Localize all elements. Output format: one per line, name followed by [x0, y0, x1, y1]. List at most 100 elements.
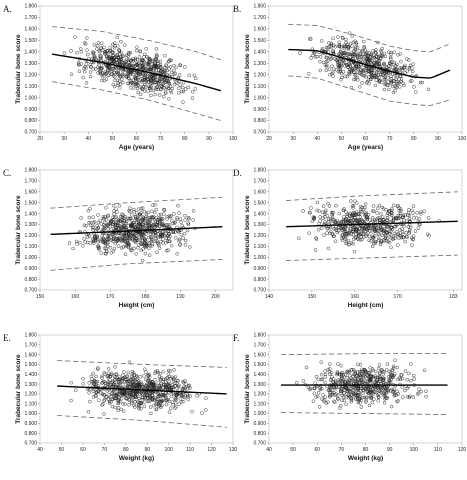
data-point	[391, 364, 396, 369]
data-point	[417, 387, 421, 391]
data-point	[361, 391, 365, 396]
data-point	[176, 378, 180, 383]
data-point	[122, 392, 126, 396]
data-point	[346, 71, 351, 76]
x-tick-label: 80	[411, 136, 417, 142]
data-point	[116, 400, 120, 405]
data-point	[121, 213, 125, 217]
data-point	[364, 232, 369, 236]
data-point	[370, 236, 375, 241]
data-point	[385, 213, 389, 218]
data-point	[352, 213, 356, 218]
y-tick-label: 1.000	[253, 255, 266, 261]
x-tick-label: 90	[435, 136, 441, 142]
data-point	[181, 395, 186, 399]
panel-label: E.	[3, 333, 11, 343]
data-point	[151, 203, 155, 207]
data-point	[394, 80, 398, 84]
data-point	[356, 54, 360, 58]
data-point	[345, 380, 350, 384]
data-point	[125, 397, 129, 401]
data-point	[410, 243, 414, 247]
data-point	[141, 62, 145, 67]
data-point	[380, 80, 384, 84]
data-point	[370, 216, 375, 220]
data-point	[378, 385, 382, 390]
data-point	[159, 400, 164, 404]
data-point	[407, 230, 412, 234]
data-point	[174, 392, 178, 397]
data-point	[330, 71, 334, 76]
data-point	[405, 57, 409, 61]
data-point	[376, 398, 380, 403]
data-point	[416, 226, 421, 230]
data-point	[350, 44, 354, 48]
data-point	[87, 391, 91, 395]
data-point	[382, 63, 387, 67]
data-point	[357, 369, 362, 374]
data-point	[92, 241, 96, 245]
data-point	[330, 213, 334, 217]
data-point	[385, 236, 390, 240]
data-point	[333, 57, 337, 61]
data-point	[358, 215, 363, 219]
data-point	[324, 208, 328, 213]
data-point	[150, 242, 155, 246]
data-point	[331, 36, 335, 41]
data-point	[95, 227, 99, 231]
data-point	[381, 218, 385, 222]
data-point	[112, 391, 116, 396]
data-point	[373, 83, 378, 88]
data-point	[166, 372, 171, 376]
data-point	[328, 362, 332, 366]
data-point	[183, 379, 187, 383]
data-point	[348, 388, 352, 393]
data-point	[374, 380, 379, 384]
data-point	[399, 79, 403, 84]
data-point	[382, 226, 387, 231]
data-point	[328, 372, 332, 376]
data-point	[370, 70, 374, 75]
data-point	[167, 239, 171, 244]
data-point	[127, 403, 131, 407]
data-point	[118, 86, 122, 90]
data-point	[367, 371, 371, 375]
data-point	[98, 391, 103, 395]
data-point	[376, 366, 381, 371]
data-point	[83, 240, 87, 244]
panel-2: B.0.7000.8000.9001.0001.1001.2001.3001.4…	[233, 4, 466, 151]
data-point	[331, 50, 336, 55]
data-point	[165, 68, 169, 73]
data-point	[356, 237, 360, 242]
data-point	[164, 402, 169, 407]
data-point	[112, 71, 117, 75]
data-point	[141, 67, 146, 71]
data-point	[167, 385, 171, 390]
x-tick-label: 100	[164, 447, 173, 453]
data-point	[86, 52, 90, 57]
y-tick-label: 1.100	[24, 244, 37, 250]
data-point	[87, 234, 92, 238]
data-point	[327, 204, 332, 208]
data-point	[340, 379, 345, 384]
data-point	[129, 223, 134, 227]
data-point	[342, 64, 347, 68]
data-point	[126, 224, 130, 228]
data-point	[144, 370, 148, 374]
data-point	[69, 380, 74, 385]
data-point	[342, 388, 347, 392]
data-point	[132, 209, 136, 214]
data-point	[164, 241, 168, 245]
data-point	[104, 72, 108, 76]
data-point	[138, 92, 143, 97]
data-point	[69, 398, 73, 403]
data-point	[171, 221, 175, 225]
data-point	[342, 44, 346, 49]
data-point	[169, 394, 174, 399]
data-point	[129, 213, 134, 217]
data-point	[366, 231, 370, 235]
plot-frame	[268, 334, 463, 444]
data-point	[129, 58, 134, 62]
data-point	[361, 59, 365, 63]
data-point	[376, 73, 381, 77]
